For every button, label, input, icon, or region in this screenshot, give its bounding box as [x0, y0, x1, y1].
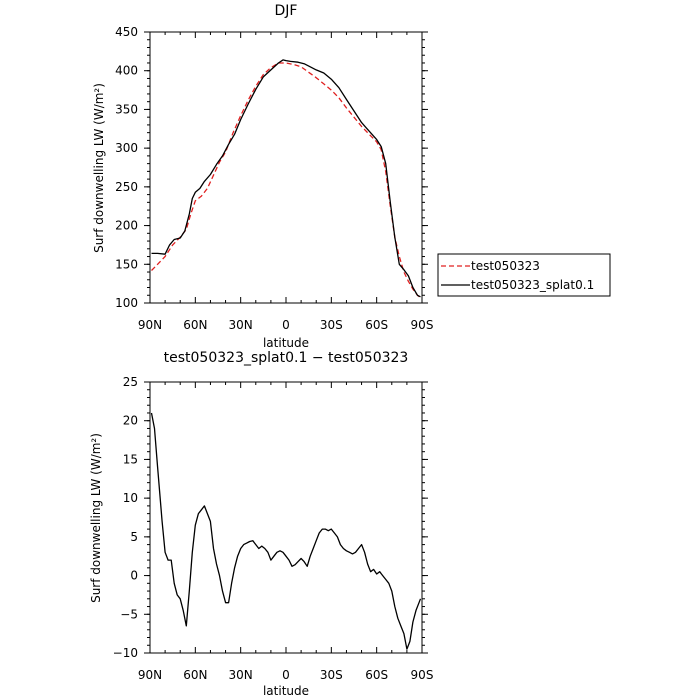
y-tick-label: 15 [123, 452, 138, 466]
bottom-chart: test050323_splat0.1 − test050323 90N 60N 3… [89, 350, 433, 698]
top-chart-title: DJF [275, 3, 298, 19]
bottom-chart-x-tick-labels: 90N 60N 30N 0 30S 60S 90S [138, 668, 434, 682]
x-tick-label: 0 [282, 668, 290, 682]
x-tick-label: 90N [138, 668, 162, 682]
series-line-1 [151, 62, 421, 299]
top-chart-y-axis-title: Surf downwelling LW (W/m²) [92, 83, 106, 253]
legend-label-series-1: test050323 [471, 259, 540, 273]
y-tick-label: 300 [115, 141, 138, 155]
x-tick-label: 30S [320, 668, 343, 682]
x-tick-label: 60N [183, 318, 207, 332]
bottom-chart-ticks [144, 381, 428, 654]
top-chart-lines [151, 59, 421, 299]
legend-box [437, 253, 611, 297]
y-tick-label: 450 [115, 25, 138, 39]
top-chart-ticks [144, 31, 428, 304]
y-tick-label: 0 [130, 569, 138, 583]
bottom-chart-frame [149, 381, 423, 654]
y-tick-label: 10 [123, 491, 138, 505]
bottom-chart-x-axis-title: latitude [263, 684, 309, 698]
x-tick-label: 0 [282, 318, 290, 332]
bottom-chart-title: test050323_splat0.1 − test050323 [164, 350, 409, 366]
series-line-2 [151, 59, 421, 298]
x-tick-label: 90S [411, 318, 434, 332]
bottom-chart-y-axis-title: Surf downwelling LW (W/m²) [89, 433, 103, 603]
x-tick-label: 30N [229, 318, 253, 332]
y-tick-label: −5 [120, 607, 138, 621]
x-tick-label: 90N [138, 318, 162, 332]
y-tick-label: 400 [115, 64, 138, 78]
bottom-chart-lines [150, 412, 422, 650]
legend-label-series-2: test050323_splat0.1 [471, 278, 594, 292]
x-tick-label: 30N [229, 668, 253, 682]
y-tick-label: 200 [115, 219, 138, 233]
x-tick-label: 90S [411, 668, 434, 682]
top-chart-x-axis-title: latitude [263, 336, 309, 350]
y-tick-label: 20 [123, 414, 138, 428]
top-chart-x-tick-labels: 90N 60N 30N 0 30S 60S 90S [138, 318, 434, 332]
top-chart-y-tick-labels: 100 150 200 250 300 350 400 450 [115, 25, 138, 310]
y-tick-label: 25 [123, 375, 138, 389]
y-tick-label: 100 [115, 296, 138, 310]
x-tick-label: 60S [365, 668, 388, 682]
x-tick-label: 30S [320, 318, 343, 332]
y-tick-label: 350 [115, 102, 138, 116]
y-tick-label: 250 [115, 180, 138, 194]
x-tick-label: 60N [183, 668, 207, 682]
x-tick-label: 60S [365, 318, 388, 332]
top-chart-frame [149, 31, 423, 304]
y-tick-label: 5 [130, 530, 138, 544]
bottom-chart-y-tick-labels: −10 −5 0 5 10 15 20 25 [113, 375, 138, 660]
top-chart-legend: test050323 test050323_splat0.1 [437, 253, 611, 297]
series-line-1 [150, 412, 422, 650]
top-chart: DJF 90N 60N 30N 0 30S 60S 90S 100 150 200 250 300 3… [92, 3, 611, 350]
y-tick-label: 150 [115, 257, 138, 271]
y-tick-label: −10 [113, 646, 138, 660]
